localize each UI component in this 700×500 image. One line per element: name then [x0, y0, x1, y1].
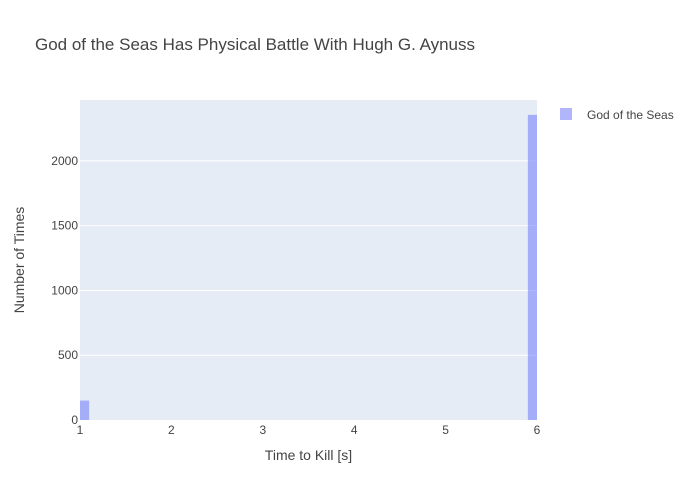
x-tick-label: 6 [534, 423, 541, 437]
plot-area [80, 100, 537, 420]
y-tick-label: 1500 [51, 219, 78, 233]
bars [80, 114, 537, 420]
histogram-bar[interactable] [80, 400, 90, 420]
y-axis-label: Number of Times [11, 207, 27, 314]
x-tick-label: 2 [168, 423, 175, 437]
legend-swatch[interactable] [560, 108, 572, 120]
y-tick-label: 500 [58, 348, 78, 362]
chart-title: God of the Seas Has Physical Battle With… [35, 35, 475, 54]
x-axis-ticks: 1 2 3 4 5 6 [77, 423, 541, 437]
y-tick-label: 1000 [51, 283, 78, 297]
y-tick-label: 0 [71, 413, 78, 427]
x-tick-label: 5 [442, 423, 449, 437]
x-tick-label: 1 [77, 423, 84, 437]
y-axis-ticks: 0 500 1000 1500 2000 [51, 154, 78, 427]
grid-lines [80, 160, 537, 356]
legend[interactable]: God of the Seas [560, 108, 674, 122]
x-axis-label: Time to Kill [s] [265, 447, 352, 463]
x-tick-label: 4 [351, 423, 358, 437]
x-tick-label: 3 [259, 423, 266, 437]
y-tick-label: 2000 [51, 154, 78, 168]
histogram-bar[interactable] [527, 114, 537, 420]
legend-label[interactable]: God of the Seas [587, 108, 674, 122]
